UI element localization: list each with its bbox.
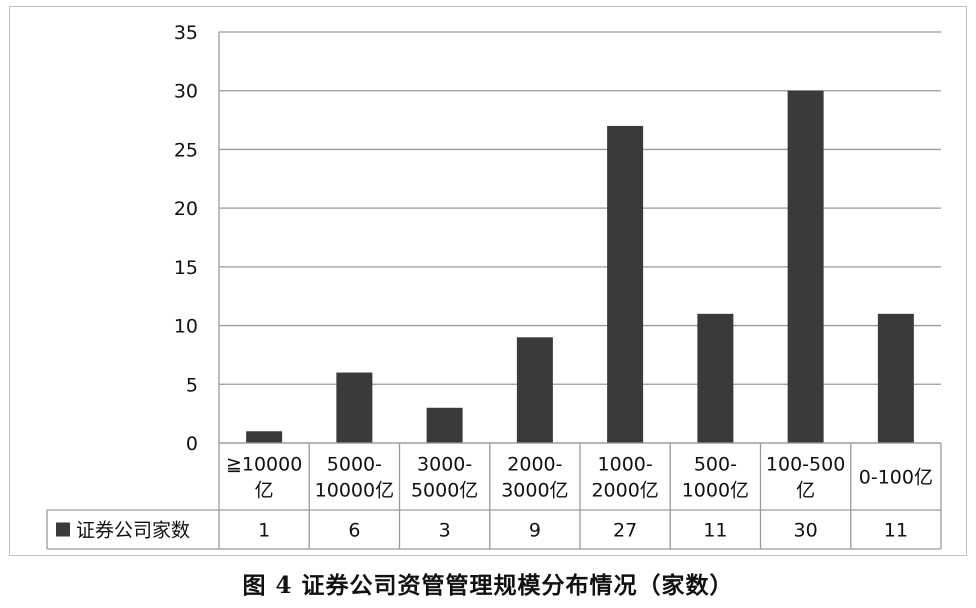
y-tick-label-0: 0: [186, 433, 198, 455]
data-value-4: 27: [613, 520, 637, 542]
data-value-3: 9: [529, 520, 541, 542]
legend-key: [56, 522, 70, 537]
y-tick-label-10: 10: [174, 316, 198, 338]
bar-6: [787, 90, 824, 443]
data-value-2: 3: [439, 520, 451, 542]
gridlines: [218, 31, 941, 444]
y-tick-label-25: 25: [174, 139, 198, 161]
y-tick-label-20: 20: [174, 198, 198, 220]
category-label-1-1: 10000亿: [315, 480, 394, 502]
figure-caption: 图 4 证券公司资管管理规模分布情况（家数）: [242, 572, 734, 599]
category-label-5-0: 500-: [694, 454, 737, 476]
category-label-6-0: 100-500: [766, 454, 845, 476]
category-label-7-0: 0-100亿: [859, 467, 933, 489]
y-tick-label-30: 30: [174, 81, 198, 103]
data-value-1: 6: [348, 520, 360, 542]
category-label-4-1: 2000亿: [591, 480, 658, 502]
bar-4: [607, 125, 644, 443]
data-value-7: 11: [884, 520, 908, 542]
category-label-5-1: 1000亿: [682, 480, 749, 502]
bar-3: [516, 337, 553, 443]
category-label-0-0: ≧10000: [226, 454, 302, 476]
bar-1: [336, 372, 373, 443]
data-value-0: 1: [258, 520, 270, 542]
category-label-6-1: 亿: [796, 480, 815, 502]
y-tick-label-5: 5: [186, 374, 198, 396]
bar-7: [877, 313, 914, 443]
category-label-4-0: 1000-: [598, 454, 653, 476]
data-table: ≧10000亿5000-10000亿3000-5000亿2000-3000亿10…: [46, 442, 942, 550]
bar-5: [697, 313, 734, 443]
y-tick-label-35: 35: [174, 22, 198, 44]
bars: [246, 90, 914, 443]
bar-2: [426, 407, 463, 443]
data-value-6: 30: [794, 520, 818, 542]
data-value-5: 11: [703, 520, 727, 542]
category-label-0-1: 亿: [255, 480, 274, 502]
category-label-1-0: 5000-: [327, 454, 382, 476]
category-label-2-1: 5000亿: [411, 480, 478, 502]
y-axis-ticks: 0 5 10 15 20 25 30 35: [174, 22, 198, 455]
bar-0: [246, 431, 283, 443]
category-label-2-0: 3000-: [417, 454, 472, 476]
bar-chart: 0 5 10 15 20 25 30 35 ≧10000 亿 5000- 10000亿 3000- 50…: [46, 22, 942, 550]
y-tick-label-15: 15: [174, 257, 198, 279]
series-name-label: 证券公司家数: [76, 520, 190, 542]
category-label-3-1: 3000亿: [501, 480, 568, 502]
category-label-3-0: 2000-: [507, 454, 562, 476]
